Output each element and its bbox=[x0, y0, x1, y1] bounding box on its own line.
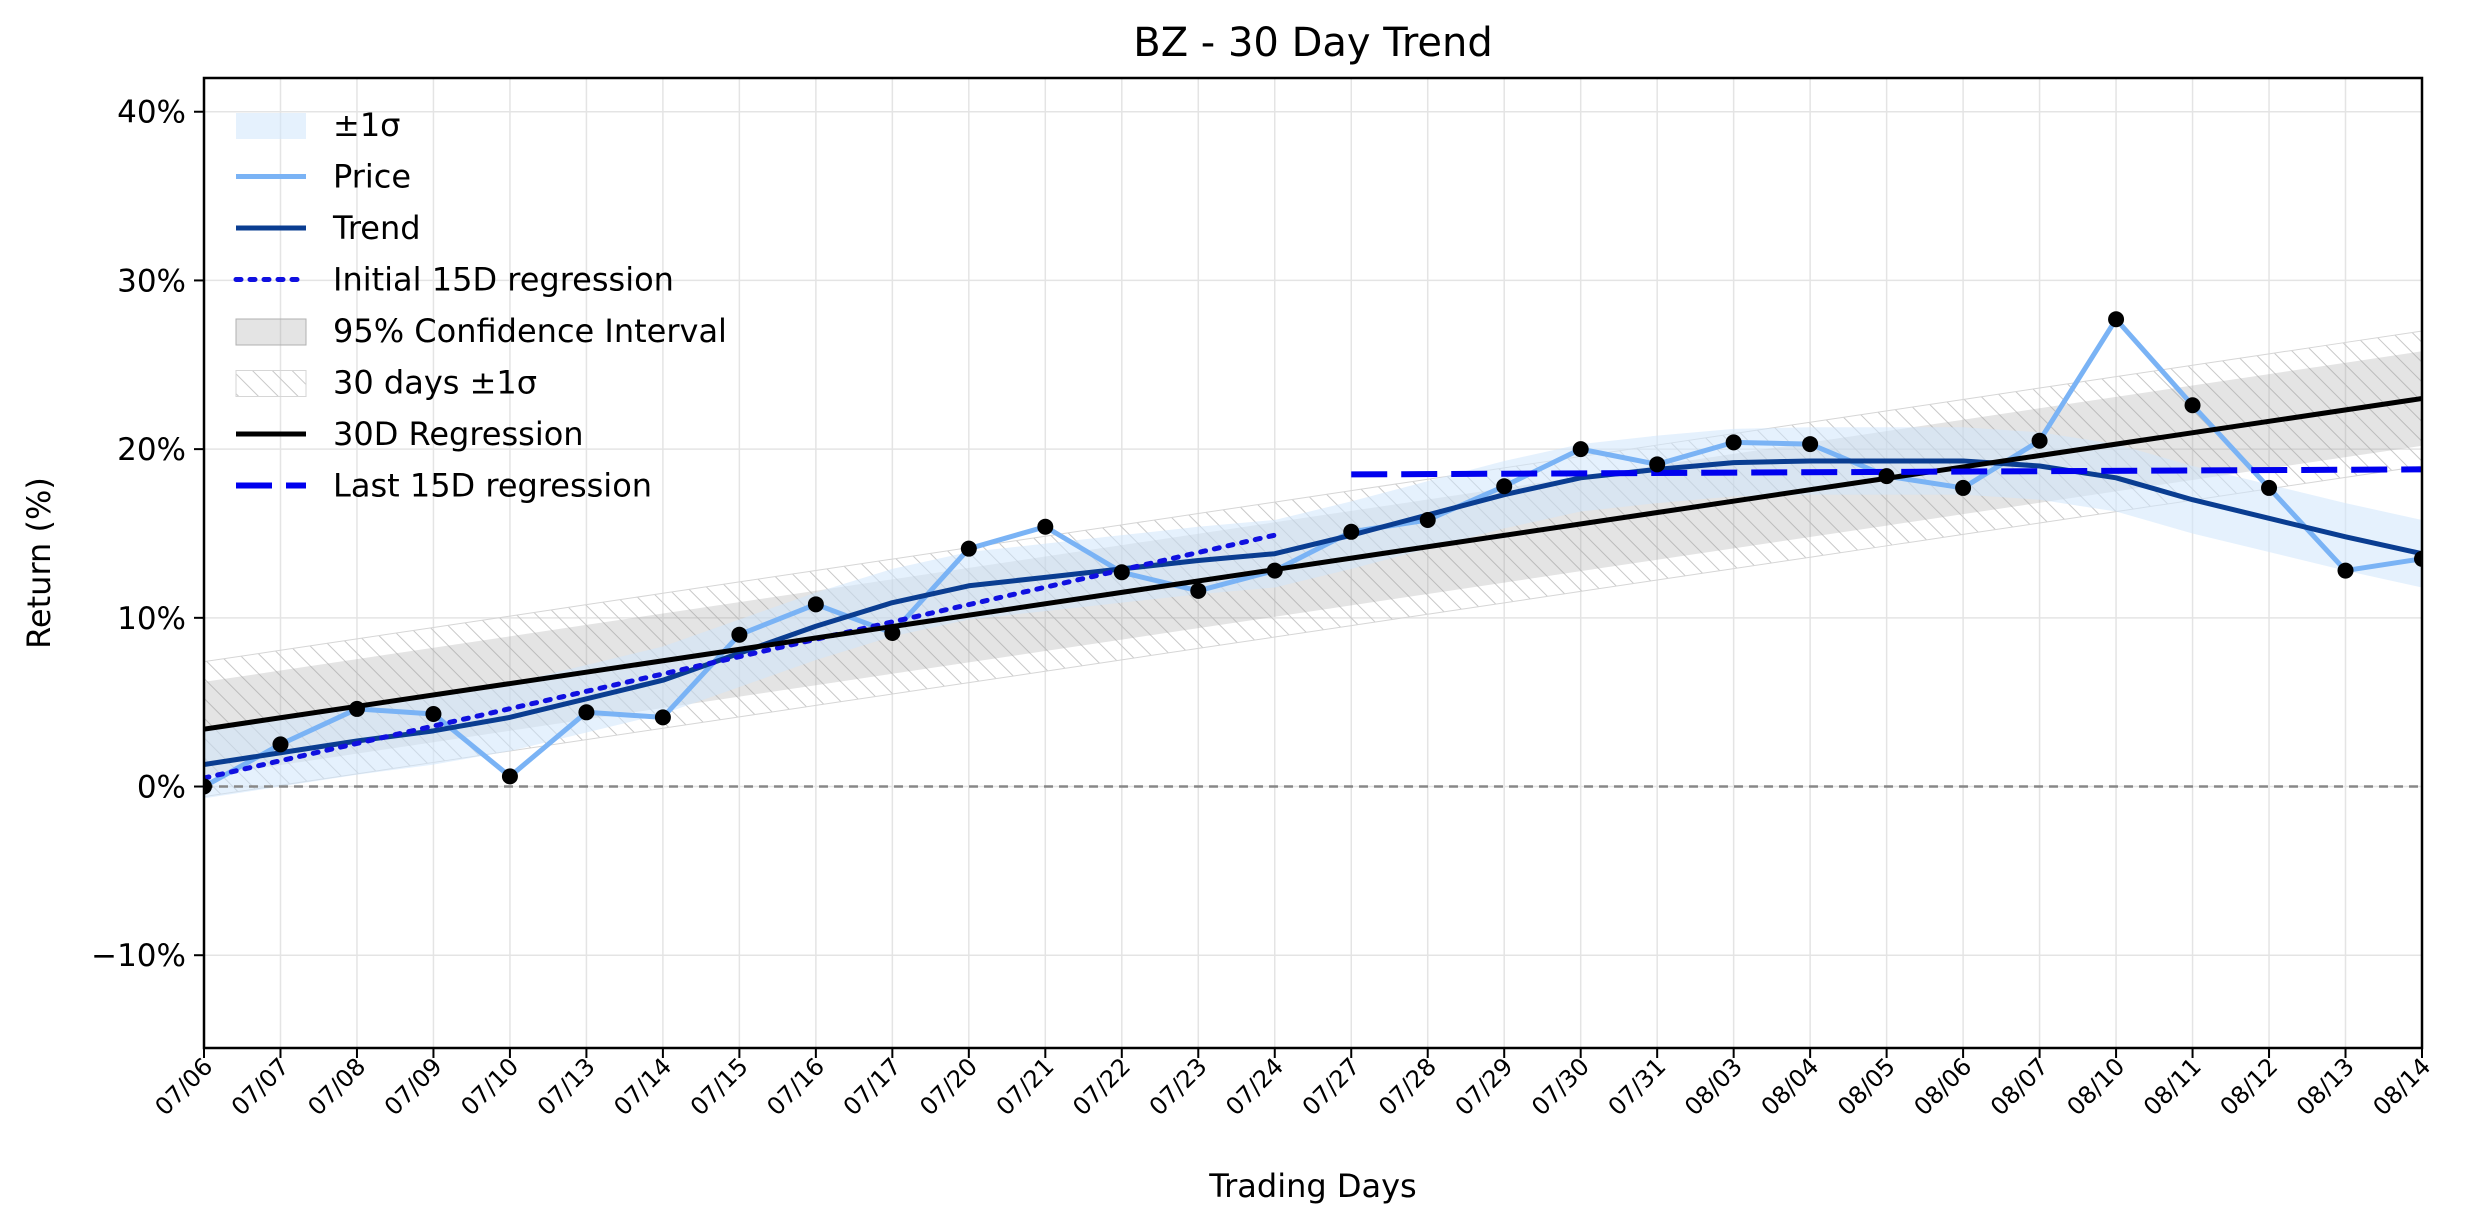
trend-line bbox=[204, 458, 2422, 768]
price-point bbox=[1419, 511, 1436, 528]
x-tick-label: 08/11 bbox=[2138, 1052, 2207, 1121]
price-point bbox=[2031, 432, 2048, 449]
legend-label: ±1σ bbox=[333, 106, 400, 144]
x-tick-label: 07/27 bbox=[1297, 1052, 1366, 1121]
price-point bbox=[1802, 436, 1819, 453]
price-point bbox=[1496, 478, 1513, 495]
x-tick-label: 07/08 bbox=[302, 1052, 371, 1121]
x-tick-label: 07/31 bbox=[1603, 1052, 1672, 1121]
price-point bbox=[578, 704, 595, 721]
x-tick-label: 07/16 bbox=[761, 1052, 830, 1121]
price-point bbox=[731, 626, 748, 643]
sigma-band bbox=[204, 427, 2422, 799]
x-tick-label: 07/24 bbox=[1220, 1052, 1289, 1121]
price-point bbox=[1649, 456, 1666, 473]
legend-swatch-sigma bbox=[236, 113, 306, 139]
x-tick-label: 08/04 bbox=[1756, 1052, 1825, 1121]
y-tick-label: 30% bbox=[117, 263, 186, 299]
y-tick-label: 20% bbox=[117, 432, 186, 468]
x-tick-label: 08/14 bbox=[2368, 1052, 2437, 1121]
legend-label: 30D Regression bbox=[333, 415, 584, 453]
x-tick-label: 07/20 bbox=[914, 1052, 983, 1121]
price-point bbox=[1037, 518, 1054, 535]
x-tick-label: 07/23 bbox=[1144, 1052, 1213, 1121]
price-point bbox=[1190, 582, 1207, 599]
regression-30d-line bbox=[204, 396, 2422, 732]
price-point bbox=[1725, 434, 1742, 451]
x-tick-label: 07/17 bbox=[838, 1052, 907, 1121]
x-tick-label: 07/15 bbox=[685, 1052, 754, 1121]
x-tick-label: 07/30 bbox=[1526, 1052, 1595, 1121]
y-axis-label: Return (%) bbox=[20, 477, 58, 649]
y-tick-label: −10% bbox=[91, 938, 186, 974]
x-tick-label: 07/14 bbox=[608, 1052, 677, 1121]
y-tick-label: 0% bbox=[137, 770, 186, 806]
price-point bbox=[2184, 397, 2201, 414]
x-tick-label: 08/06 bbox=[1909, 1052, 1978, 1121]
initial-15d-regression-line bbox=[204, 532, 1278, 781]
chart-title: BZ - 30 Day Trend bbox=[1133, 20, 1493, 66]
price-point bbox=[272, 736, 289, 753]
legend-swatch-ci bbox=[235, 318, 307, 346]
x-tick-label: 07/21 bbox=[991, 1052, 1060, 1121]
price-point bbox=[884, 625, 901, 642]
x-tick-label: 08/07 bbox=[1985, 1052, 2054, 1121]
legend-label: Initial 15D regression bbox=[333, 261, 674, 299]
price-point bbox=[1113, 564, 1130, 581]
price-point bbox=[1343, 523, 1360, 540]
x-axis-label: Trading Days bbox=[1208, 1167, 1416, 1205]
price-point bbox=[960, 540, 977, 557]
x-tick-label: 08/12 bbox=[2215, 1052, 2284, 1121]
price-point bbox=[204, 778, 212, 795]
x-tick-label: 07/29 bbox=[1450, 1052, 1519, 1121]
price-line bbox=[204, 316, 2422, 789]
x-tick-label: 07/10 bbox=[455, 1052, 524, 1121]
price-point bbox=[2108, 311, 2125, 328]
y-tick-label: 40% bbox=[117, 95, 186, 131]
plot-layer bbox=[204, 311, 2422, 799]
price-point bbox=[2261, 479, 2278, 496]
x-tick-label: 07/13 bbox=[532, 1052, 601, 1121]
x-tick-label: 07/06 bbox=[150, 1052, 219, 1121]
legend-label: 30 days ±1σ bbox=[333, 364, 537, 402]
price-point bbox=[501, 768, 518, 785]
legend-label: 95% Confidence Interval bbox=[333, 312, 727, 350]
legend-swatch-band30 bbox=[235, 370, 307, 397]
x-tick-label: 08/13 bbox=[2291, 1052, 2360, 1121]
price-point bbox=[807, 596, 824, 613]
price-point bbox=[1572, 441, 1589, 458]
x-tick-label: 07/07 bbox=[226, 1052, 295, 1121]
price-point bbox=[425, 705, 442, 722]
price-point bbox=[2337, 562, 2354, 579]
price-point bbox=[1878, 468, 1895, 485]
price-point bbox=[1266, 562, 1283, 579]
price-point bbox=[1955, 479, 1972, 496]
x-tick-label: 07/09 bbox=[379, 1052, 448, 1121]
legend-label: Price bbox=[333, 158, 411, 196]
price-point bbox=[2414, 550, 2422, 567]
x-tick-label: 07/22 bbox=[1067, 1052, 1136, 1121]
x-tick-label: 08/10 bbox=[2062, 1052, 2131, 1121]
x-tick-label: 08/03 bbox=[1679, 1052, 1748, 1121]
price-point bbox=[348, 700, 365, 717]
legend-label: Last 15D regression bbox=[333, 467, 652, 505]
x-tick-label: 08/05 bbox=[1832, 1052, 1901, 1121]
plot-frame bbox=[202, 76, 2424, 1050]
legend: ±1σ Price Trend Initial 15D regression 95% C… bbox=[233, 106, 727, 505]
price-point bbox=[654, 709, 671, 726]
y-tick-label: 10% bbox=[117, 601, 186, 637]
legend-label: Trend bbox=[332, 209, 421, 247]
x-tick-label: 07/28 bbox=[1373, 1052, 1442, 1121]
